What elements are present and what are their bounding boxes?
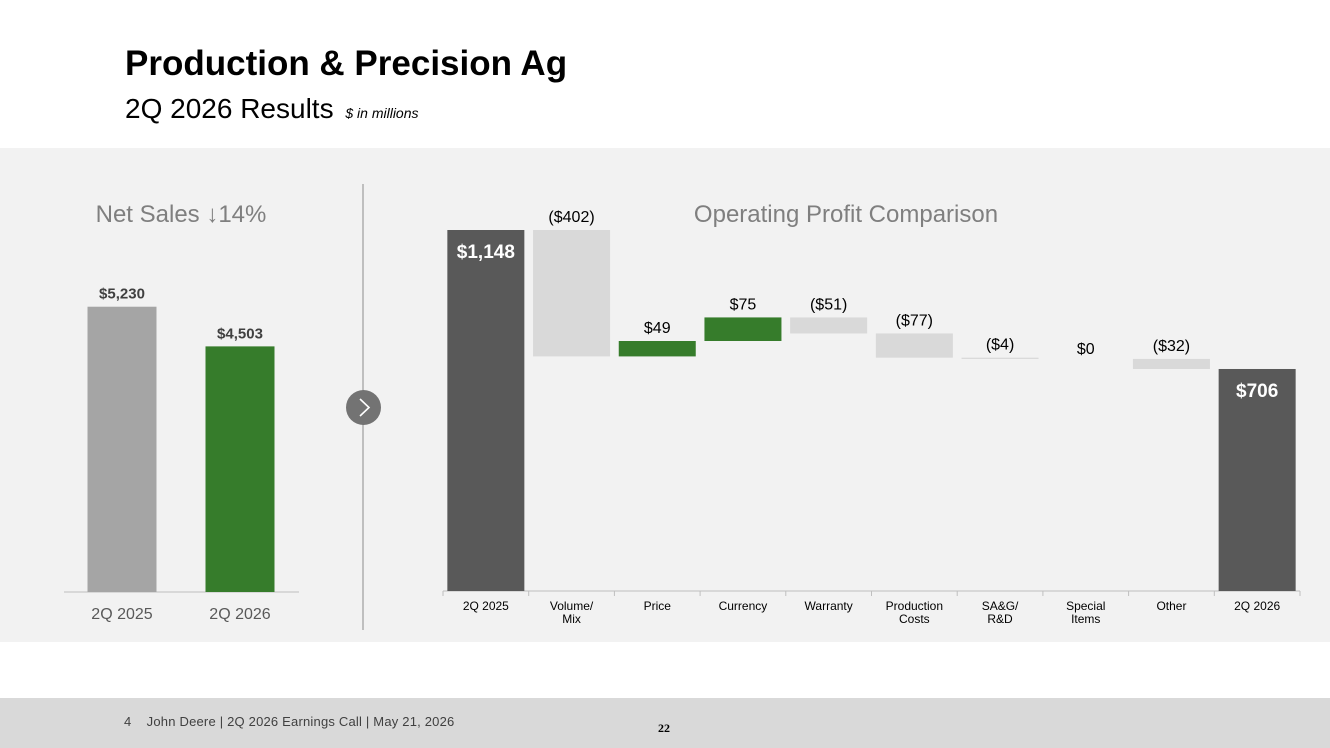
- net-sales-data-label: $4,503: [217, 325, 263, 342]
- op-profit-tick-label: SA&G/R&D: [982, 599, 1019, 626]
- footer-page-number: 22: [658, 721, 670, 735]
- net-sales-data-label: $5,230: [99, 286, 145, 303]
- net-sales-title: Net Sales ↓14%: [96, 201, 267, 228]
- op-profit-bar: [1132, 358, 1210, 369]
- page-title: Production & Precision Ag: [125, 44, 568, 83]
- op-profit-tick-label: Other: [1156, 599, 1186, 613]
- op-profit-tick-label: Volume/Mix: [550, 599, 594, 626]
- op-profit-bar: [1218, 368, 1296, 591]
- op-profit-data-label: $0: [1077, 341, 1095, 358]
- op-profit-bar: [704, 317, 782, 342]
- op-profit-data-label: $1,148: [457, 242, 515, 263]
- op-profit-tick-label: Special Items: [1066, 599, 1105, 626]
- op-profit-data-label: ($402): [548, 209, 594, 226]
- op-profit-tick-label: Production Costs: [886, 599, 943, 626]
- op-profit-data-label: ($51): [810, 296, 847, 313]
- op-profit-data-label: ($32): [1153, 338, 1190, 355]
- footer-bar: [0, 698, 1330, 748]
- footer-text: 4 John Deere | 2Q 2026 Earnings Call | M…: [124, 714, 455, 729]
- op-profit-data-label: $75: [730, 296, 757, 313]
- net-sales-tick-label: 2Q 2026: [209, 606, 270, 623]
- op-profit-bar: [790, 317, 868, 334]
- op-profit-tick-label: Warranty: [805, 599, 853, 613]
- net-sales-tick-label: 2Q 2025: [91, 606, 152, 623]
- op-profit-data-label: $706: [1236, 381, 1278, 402]
- page-subtitle: 2Q 2026 Results $ in millions: [125, 93, 419, 125]
- op-profit-bar: [533, 230, 611, 357]
- net-sales-bar: [87, 306, 157, 592]
- op-profit-data-label: ($4): [986, 337, 1014, 354]
- op-profit-data-label: $49: [644, 320, 671, 337]
- subtitle-text: 2Q 2026 Results: [125, 93, 334, 124]
- op-profit-tick-label: Currency: [719, 599, 768, 613]
- op-profit-data-label: ($77): [896, 312, 933, 329]
- op-profit-bar: [618, 341, 696, 357]
- op-profit-bar: [961, 357, 1039, 359]
- op-profit-tick-label: Price: [644, 599, 672, 613]
- op-profit-tick-label: 2Q 2026: [1234, 599, 1280, 613]
- op-profit-title: Operating Profit Comparison: [694, 201, 998, 228]
- op-profit-tick-label: 2Q 2025: [463, 599, 509, 613]
- next-button[interactable]: [346, 390, 381, 425]
- chevron-right-icon: [359, 398, 371, 417]
- op-profit-bar: [447, 230, 525, 591]
- unit-note: $ in millions: [345, 105, 419, 121]
- op-profit-bar: [875, 333, 953, 358]
- net-sales-bar: [205, 346, 275, 592]
